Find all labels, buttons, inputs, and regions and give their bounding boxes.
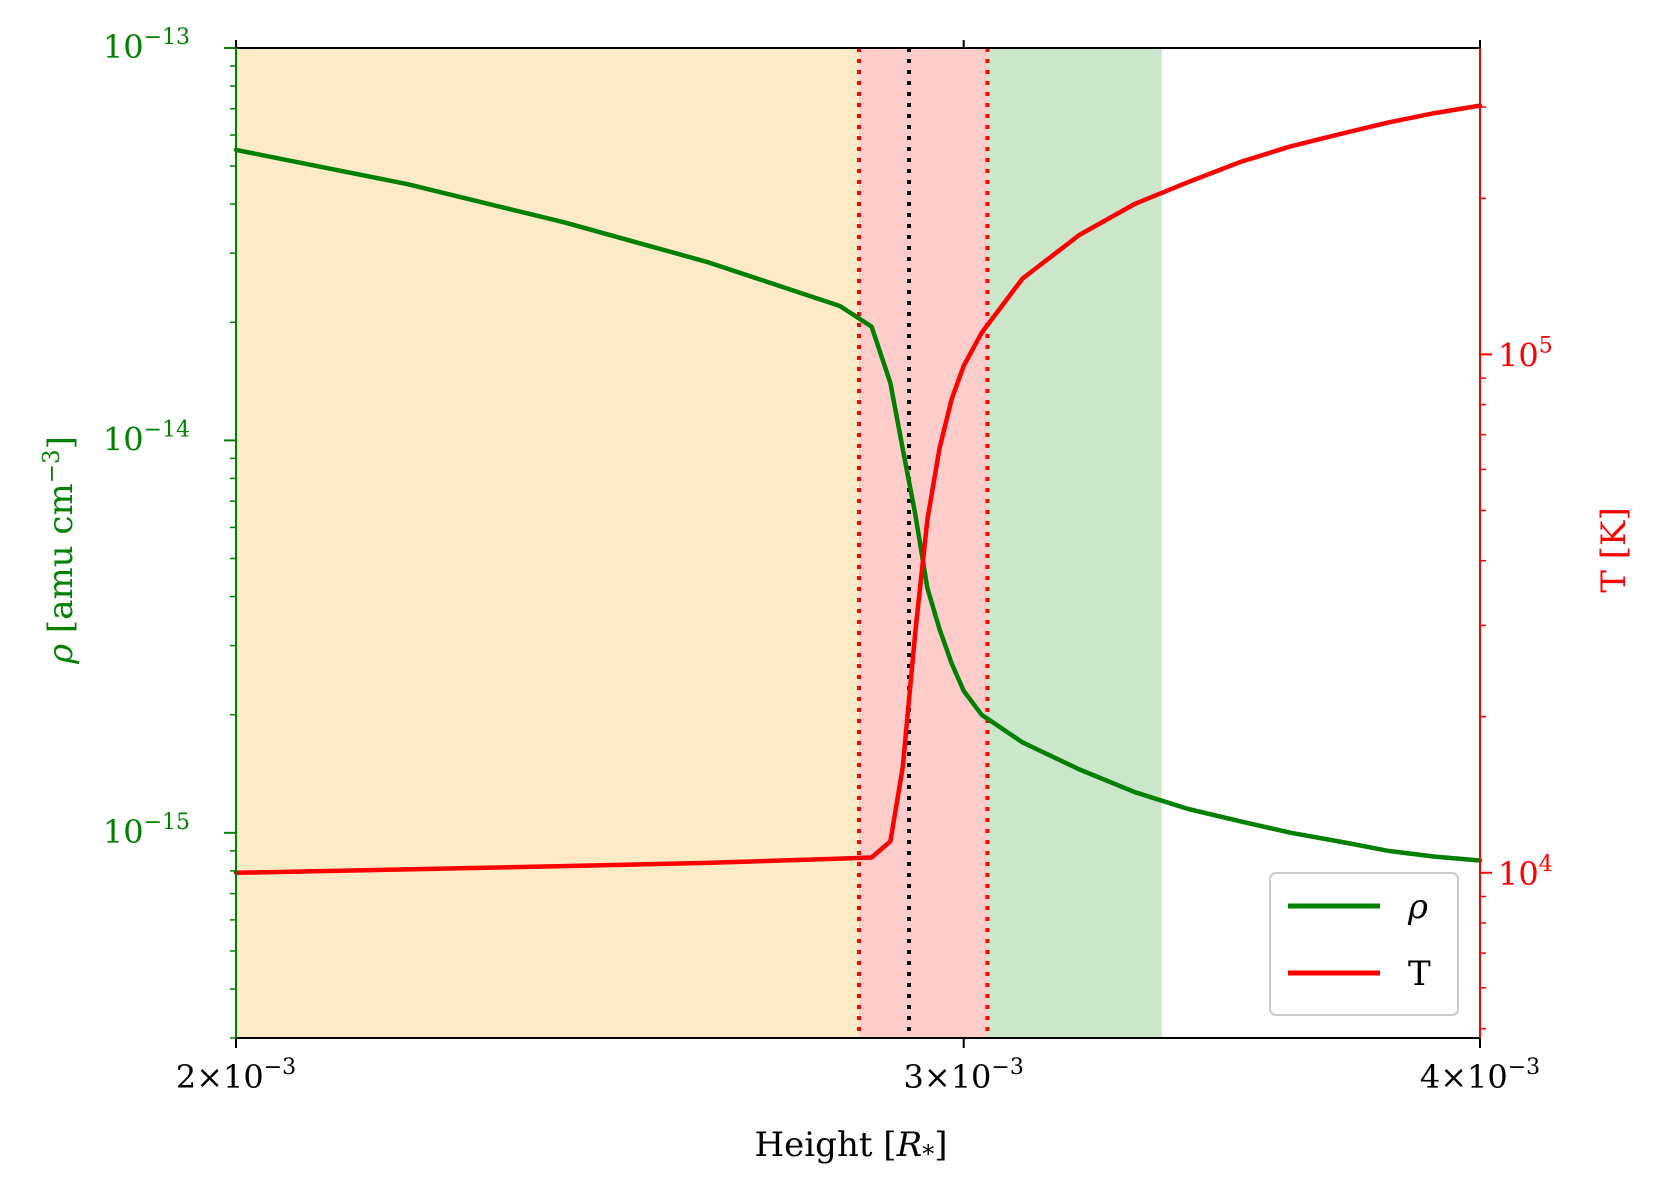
x-tick-label-0: 2×10−3 [176, 1055, 296, 1096]
shaded-region-0 [236, 48, 859, 1038]
y2-tick-label-1: 105 [1498, 333, 1553, 374]
shaded-regions [236, 48, 1162, 1038]
y-tick-label-2: 10−15 [103, 810, 190, 851]
series-line-density [233, 147, 1483, 863]
shaded-region-2 [987, 48, 1162, 1038]
x-tick-label-2: 4×10−3 [1420, 1055, 1540, 1096]
x-axis-label: Height [R*] [755, 1125, 948, 1168]
left-y-axis-label: ρ [amu cm−3] [39, 436, 81, 665]
legend-label-rho: ρ [1407, 887, 1428, 927]
ticks: 2×10−3 3×10−3 4×10−3 10−13 10−14 10−15 104 105 [103, 25, 1553, 1096]
series-line-temperature [233, 103, 1483, 876]
legend: ρ T [1269, 872, 1459, 1016]
vertical-marker-lines [856, 48, 990, 1038]
y-tick-label-1: 10−14 [103, 417, 190, 458]
y2-tick-label-0: 104 [1498, 852, 1553, 893]
right-y-axis-label: T [K] [1594, 507, 1634, 592]
data-series [233, 103, 1483, 876]
y-tick-label-0: 10−13 [103, 25, 190, 66]
x-tick-label-1: 3×10−3 [904, 1055, 1024, 1096]
legend-label-t: T [1408, 954, 1431, 994]
